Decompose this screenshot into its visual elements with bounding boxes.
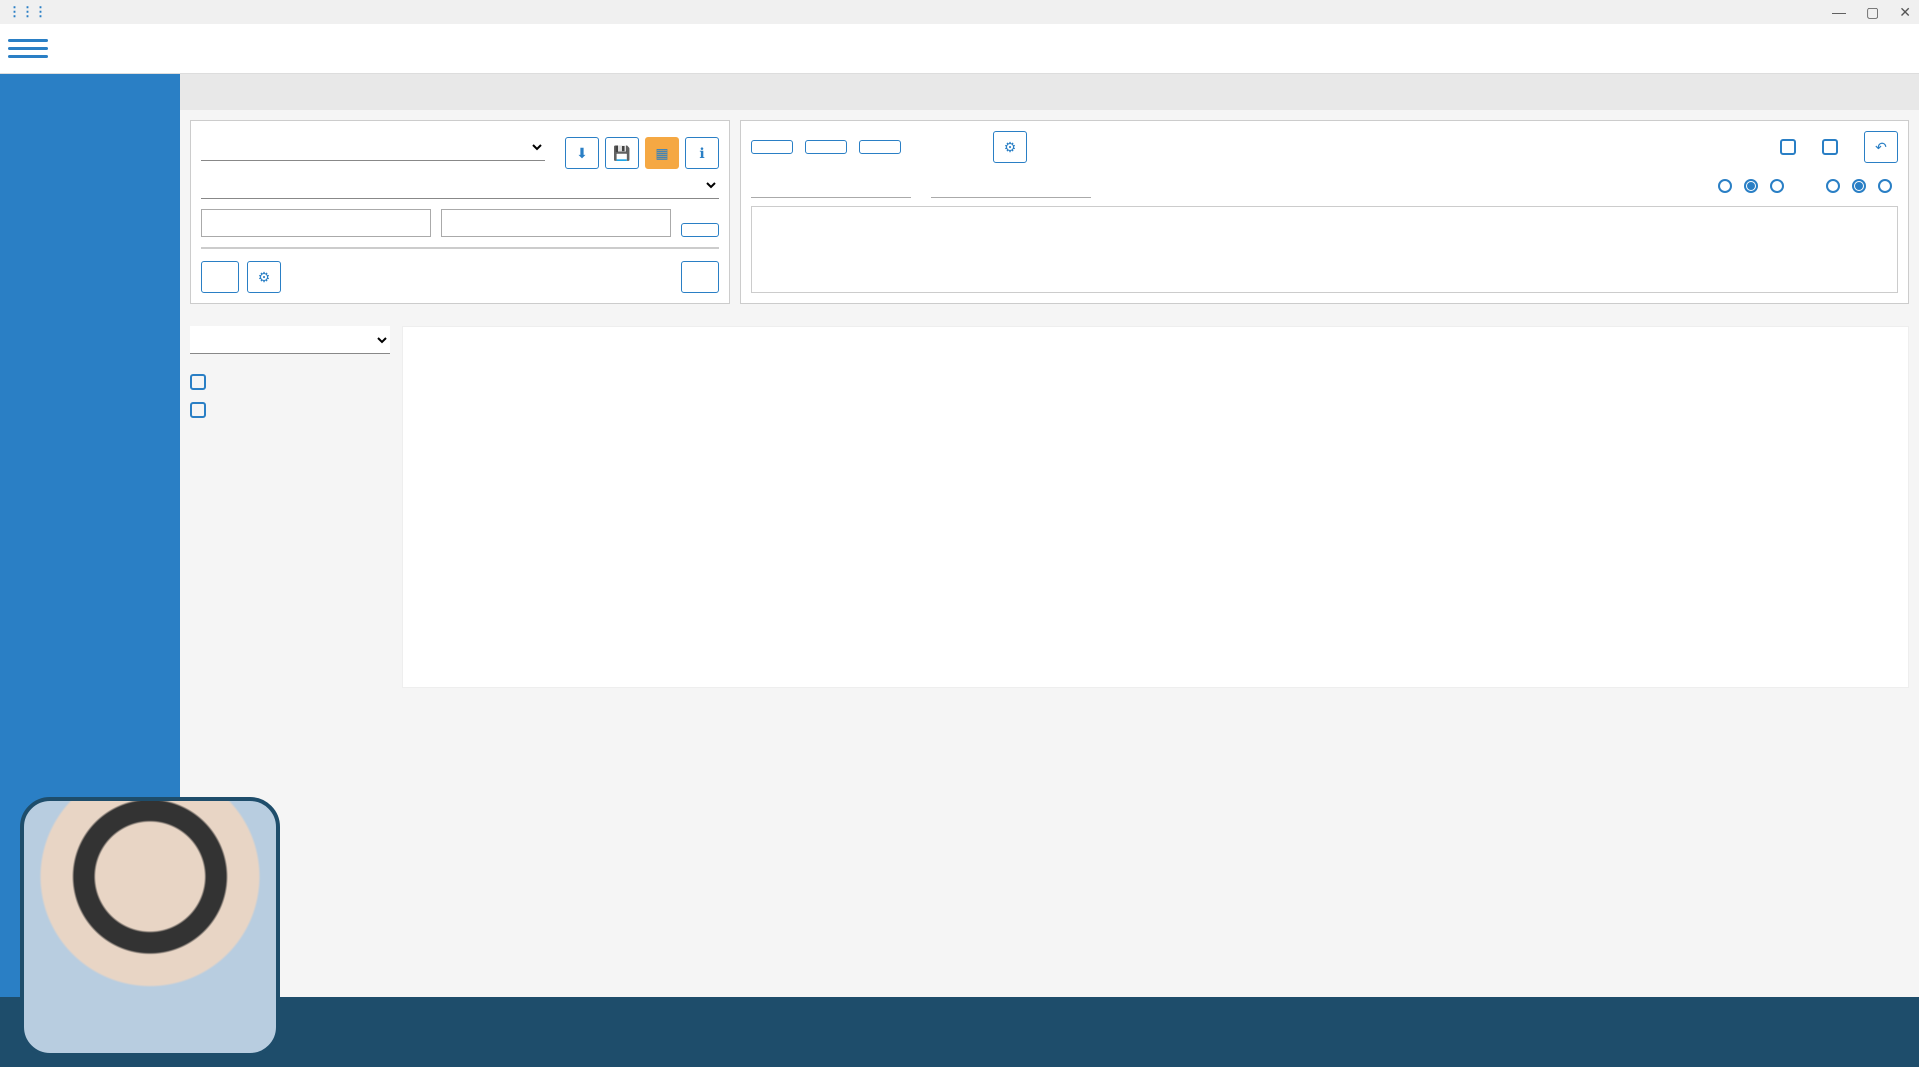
actual-vs-model-chart [403,327,1908,687]
close-button[interactable]: ✕ [1899,4,1911,21]
content-tabs [180,74,1919,110]
model-config-panel: ⬇ 💾 ▦ ℹ [190,120,730,304]
app-logo-icon: ⋮⋮⋮ [8,4,47,20]
sel-all-radio[interactable] [1826,179,1840,193]
show-confidence-checkbox[interactable] [190,374,390,390]
corr-matrix-button[interactable] [681,261,719,293]
chart-area [402,326,1909,688]
content-area: ⬇ 💾 ▦ ℹ [180,74,1919,997]
settings-icon-button[interactable]: ⚙ [247,261,281,293]
model-dropdown[interactable] [201,133,545,161]
download-icon-button[interactable]: ⬇ [565,137,599,169]
hamburger-menu-icon[interactable] [8,39,48,58]
random-effects-checkbox[interactable] [1822,139,1844,155]
info-icon-button[interactable]: ℹ [685,137,719,169]
sel-in-radio[interactable] [1852,179,1866,193]
menubar [0,24,1919,74]
search-filter-row [751,173,1898,198]
actual-dropdown[interactable] [190,326,390,354]
run-button[interactable] [751,140,793,154]
from-date-input[interactable] [201,209,431,237]
stats-table [201,247,719,249]
save-icon-button[interactable]: 💾 [605,137,639,169]
sel-none-radio[interactable] [1878,179,1892,193]
auto-button[interactable] [859,140,901,154]
minimize-button[interactable]: — [1832,4,1846,21]
maximize-button[interactable]: ▢ [1866,4,1879,21]
view-out-radio[interactable] [1770,179,1784,193]
advanced-button[interactable] [201,261,239,293]
search-variable-input[interactable] [751,173,911,198]
view-all-radio[interactable] [1718,179,1732,193]
run-toolbar: ⚙ ↶ [751,131,1898,163]
gear-icon-button[interactable]: ⚙ [993,131,1027,163]
region-dropdown[interactable] [201,171,719,199]
presenter-video-overlay [20,797,280,1057]
chart-section [180,314,1919,997]
titlebar: ⋮⋮⋮ — ▢ ✕ [0,0,1919,24]
to-date-input[interactable] [441,209,671,237]
predict-checkbox[interactable] [190,402,390,418]
search-group-input[interactable] [931,173,1091,198]
undo-icon-button[interactable]: ↶ [1864,131,1898,163]
view-in-radio[interactable] [1744,179,1758,193]
no-base-checkbox[interactable] [1780,139,1802,155]
update-button[interactable] [681,223,719,237]
hierarchy-icon-button[interactable]: ▦ [645,137,679,169]
footer-banner [0,997,1919,1067]
calc-out-button[interactable] [805,140,847,154]
variables-table[interactable] [751,206,1898,293]
variables-panel: ⚙ ↶ [740,120,1909,304]
window-controls: — ▢ ✕ [1832,4,1911,21]
